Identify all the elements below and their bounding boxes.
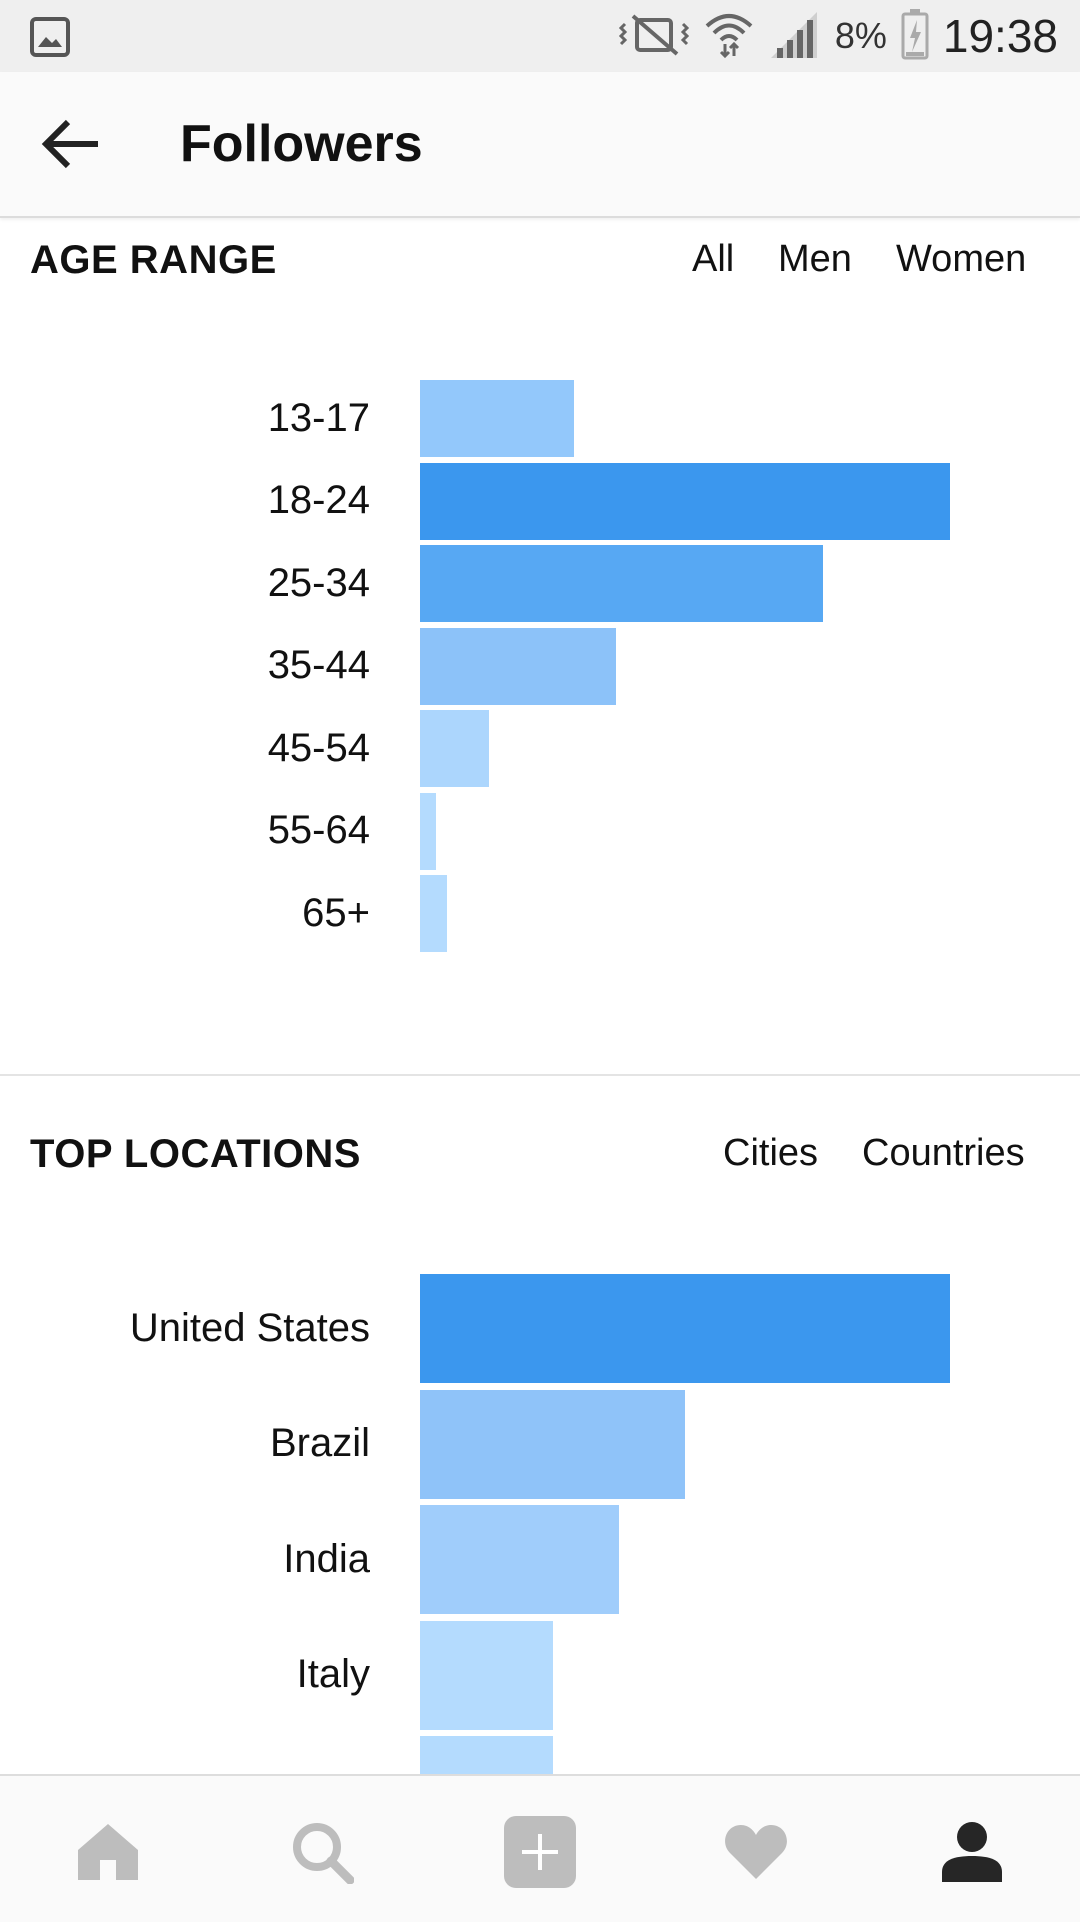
bar	[420, 1389, 685, 1499]
nav-add-post[interactable]	[500, 1812, 580, 1892]
bar-label: 13-17	[267, 395, 370, 440]
add-post-icon	[504, 1816, 576, 1888]
age-range-section: AGE RANGE All Men Women 13-17 18-24 25-34 3…	[0, 216, 1080, 1076]
filter-women[interactable]: Women	[896, 238, 1027, 280]
app-bar: Followers	[0, 72, 1080, 218]
signal-icon	[769, 8, 821, 65]
back-button[interactable]	[36, 112, 108, 176]
battery-charging-icon	[901, 8, 929, 65]
page-title: Followers	[180, 115, 423, 173]
section-divider	[0, 1074, 1080, 1076]
bar	[420, 875, 447, 952]
home-icon	[78, 1824, 138, 1880]
bottom-nav	[0, 1774, 1080, 1922]
bar-label: 25-34	[267, 560, 370, 605]
bar	[420, 1736, 553, 1774]
bar	[420, 710, 489, 787]
bar-label: 35-44	[267, 643, 370, 687]
status-bar: 8% 19:38	[0, 0, 1080, 72]
gallery-icon	[30, 17, 70, 62]
age-range-title: AGE RANGE	[30, 238, 277, 282]
wifi-icon	[703, 8, 755, 65]
bar-label: India	[283, 1536, 370, 1581]
profile-icon	[942, 1822, 1002, 1882]
nav-home[interactable]	[68, 1812, 148, 1892]
search-icon	[293, 1823, 354, 1884]
bar-label: 45-54	[267, 725, 370, 770]
bar	[420, 380, 574, 457]
bar	[420, 1505, 619, 1614]
bar-label: United States	[129, 1305, 370, 1350]
nav-search[interactable]	[282, 1812, 362, 1892]
nav-activity[interactable]	[716, 1812, 796, 1892]
bar-label: Italy	[296, 1652, 370, 1696]
bar-label: 18-24	[267, 478, 370, 522]
bar	[420, 627, 617, 705]
top-locations-title: TOP LOCATIONS	[30, 1132, 361, 1176]
top-locations-section: TOP LOCATIONS Cities Countries United St…	[0, 1076, 1080, 1774]
battery-percent: 8%	[834, 15, 887, 56]
clock: 19:38	[942, 10, 1058, 62]
arrow-left-icon	[41, 119, 98, 169]
filter-men[interactable]: Men	[778, 238, 852, 280]
bar	[420, 1620, 553, 1730]
filter-cities[interactable]: Cities	[723, 1132, 819, 1174]
bar	[420, 792, 436, 870]
bar	[420, 545, 823, 622]
bar	[420, 462, 950, 540]
heart-icon	[725, 1825, 787, 1879]
filter-countries[interactable]: Countries	[862, 1132, 1025, 1174]
bar-label: 55-64	[267, 808, 370, 852]
bar	[420, 1274, 950, 1383]
mute-vibrate-icon	[618, 10, 689, 63]
bar-label: 65+	[302, 890, 370, 935]
bar-label: Brazil	[269, 1421, 370, 1465]
nav-profile[interactable]	[932, 1812, 1012, 1892]
filter-all[interactable]: All	[692, 238, 735, 280]
